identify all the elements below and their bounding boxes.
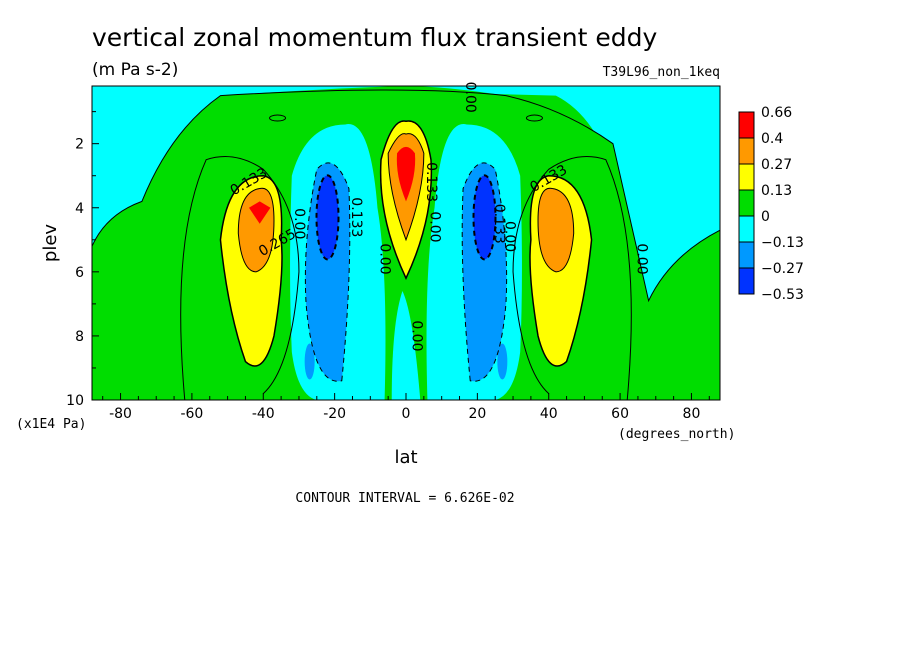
- neg-region-top: [92, 86, 720, 301]
- colorbar-swatch: [738, 215, 755, 243]
- y-tick-label: 2: [75, 137, 84, 153]
- contour-label: 0.133: [423, 162, 439, 202]
- chart-subtitle: (m Pa s-2): [92, 60, 178, 80]
- colorbar-label: 0.13: [761, 183, 792, 199]
- colorbar-swatch: [738, 189, 755, 217]
- y-tick-label: 10: [66, 393, 84, 409]
- contour-yellow-lobe: [219, 174, 283, 367]
- colorbar-swatch: [738, 111, 755, 139]
- colorbar-label: 0.4: [761, 131, 783, 147]
- contour-label: 0.00: [291, 208, 307, 239]
- x-tick-label: 40: [540, 406, 558, 422]
- run-label: T39L96_non_1keq: [603, 65, 720, 80]
- contour-neg-dashed: [461, 162, 508, 382]
- contour-label: 0.00: [501, 221, 517, 252]
- contour-interval-note: CONTOUR INTERVAL = 6.626E-02: [295, 491, 514, 506]
- contour-eq-yellow: [379, 120, 433, 281]
- x-tick-label: -40: [252, 406, 275, 422]
- chart-title: vertical zonal momentum flux transient e…: [92, 23, 657, 52]
- neg-core: [316, 175, 339, 260]
- contour-label: 0.00: [427, 211, 443, 242]
- contour-label: 0.133: [491, 204, 507, 244]
- x-tick-label: -20: [323, 406, 346, 422]
- colorbar-label: −0.13: [761, 235, 804, 251]
- eq-red: [396, 146, 416, 202]
- contour-upper-small: [525, 114, 543, 122]
- eq-cyan-tongue: [391, 291, 421, 400]
- y-axis-label: plev: [40, 224, 61, 263]
- y-tick-label: 6: [75, 265, 84, 281]
- contour-orange-lobe: [237, 187, 275, 273]
- y-tick-label: 4: [75, 201, 84, 217]
- contour-neg-core: [315, 174, 340, 261]
- contour-label: 0.00: [409, 320, 425, 351]
- neg-core: [473, 175, 496, 260]
- colorbar-swatch: [738, 163, 755, 191]
- colorbar-label: −0.53: [761, 287, 804, 303]
- x-tick-label: -60: [180, 406, 203, 422]
- colorbar-swatch: [738, 267, 755, 295]
- contour-label: 0.00: [377, 243, 393, 274]
- plot-area: [92, 86, 720, 400]
- colorbar-swatch: [738, 137, 755, 165]
- contour-left-pos: [180, 156, 300, 400]
- colorbar-label: −0.27: [761, 261, 804, 277]
- y-tick-label: 8: [75, 329, 84, 345]
- x-tick-label: 80: [683, 406, 701, 422]
- neg-low-blob: [304, 343, 315, 380]
- pos-orange-lobe: [538, 188, 574, 272]
- contour-orange-lobe: [537, 187, 575, 273]
- colorbar-swatch: [738, 241, 755, 269]
- contour-neg-core: [472, 174, 497, 261]
- contour-neg-dashed: [304, 162, 351, 382]
- x-tick-label: 20: [468, 406, 486, 422]
- pos-red-core-left: [249, 201, 271, 224]
- x-tick-label: 60: [611, 406, 629, 422]
- contour-right-pos: [512, 156, 632, 400]
- colorbar: 0.66 0.4 0.27 0.13 0 −0.13 −0.27 −0.53: [738, 105, 804, 303]
- x-tick-label: -80: [109, 406, 132, 422]
- colorbar-label: 0.27: [761, 157, 792, 173]
- contour-label: 0.00: [462, 82, 478, 113]
- contour-upper-small: [269, 114, 287, 122]
- contour-yellow-lobe: [529, 174, 593, 367]
- contour-eq-orange: [387, 133, 425, 242]
- x-unit-label: (degrees_north): [618, 427, 735, 442]
- colorbar-label: 0.66: [761, 105, 792, 121]
- x-tick-label: 0: [402, 406, 411, 422]
- neg-low-blob: [497, 343, 508, 380]
- contour-label: 0.00: [634, 243, 650, 274]
- colorbar-label: 0: [761, 209, 770, 225]
- x-axis-label: lat: [394, 447, 417, 468]
- contour-zero-top: [92, 89, 720, 303]
- y-unit-label: (x1E4 Pa): [16, 417, 86, 432]
- contour-label: 0.133: [348, 197, 364, 237]
